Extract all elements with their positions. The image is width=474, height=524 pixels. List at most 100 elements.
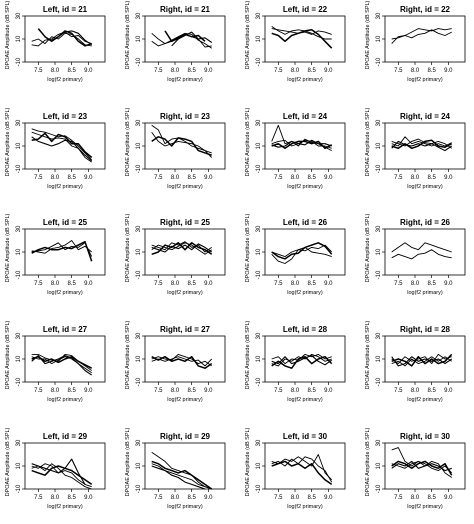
y-tick-label: 10 [136,35,142,42]
x-tick-label: 8.5 [307,68,316,74]
x-tick-label: 9.0 [324,388,333,394]
y-axis-label: DPOAE Amplitude (dB SPL) [365,213,371,282]
plot-frame [264,122,346,170]
y-tick-label: 30 [256,332,262,339]
panel-title: Right, id = 22 [400,5,451,14]
y-axis-label: DPOAE Amplitude (dB SPL) [5,427,11,496]
x-tick-label: 8.5 [307,388,316,394]
y-tick-label: 10 [16,35,22,42]
x-tick-label: 8.0 [411,388,420,394]
y-tick-label: -10 [376,377,382,386]
y-tick-label: 10 [256,462,262,469]
x-axis-label: log(f2 primary) [47,290,83,296]
x-tick-label: 8.0 [171,281,180,287]
y-tick-label: -10 [136,484,142,493]
y-tick-label: 10 [376,142,382,149]
series-line-2 [31,240,92,254]
y-tick-label: 30 [256,12,262,19]
y-tick-label: -10 [16,270,22,279]
y-tick-label: 30 [16,12,22,19]
plot-frame [264,15,346,63]
y-axis-label: DPOAE Amplitude (dB SPL) [125,320,131,389]
x-tick-label: 9.0 [444,388,453,394]
panel-title: Right, id = 23 [160,112,211,121]
y-tick-label: -10 [136,377,142,386]
x-tick-label: 9.0 [444,68,453,74]
series-line-2 [151,463,212,490]
x-tick-label: 7.5 [274,388,283,394]
y-tick-label: 10 [16,142,22,149]
x-tick-label: 8.5 [427,175,436,181]
y-axis-label: DPOAE Amplitude (dB SPL) [125,427,131,496]
plot-frame [24,122,106,170]
x-tick-label: 9.0 [204,388,213,394]
x-tick-label: 7.5 [34,68,43,74]
series-line-3 [271,29,333,49]
y-tick-label: -10 [256,270,262,279]
y-tick-label: 30 [376,12,382,19]
x-tick-label: 7.5 [34,175,43,181]
x-tick-label: 8.5 [427,281,436,287]
y-tick-label: 10 [16,462,22,469]
x-axis-label: log(f2 primary) [407,504,443,510]
series-line-4 [271,355,333,366]
plot-frame [264,228,346,276]
y-axis-label: DPOAE Amplitude (dB SPL) [245,213,251,282]
y-tick-label: 30 [376,225,382,232]
panel-title: Left, id = 21 [43,5,88,14]
panel-14: Right, id = 27 -10 10 30 7.5 8.0 8.5 9.0log(f2 … [125,320,226,403]
panel-title: Left, id = 24 [283,112,328,121]
x-tick-label: 8.0 [171,175,180,181]
x-tick-label: 9.0 [84,68,93,74]
panel-title: Right, id = 21 [160,5,211,14]
panel-title: Right, id = 26 [400,218,451,227]
y-tick-label: 30 [16,332,22,339]
x-tick-label: 8.0 [411,175,420,181]
y-tick-label: 10 [376,355,382,362]
x-tick-label: 9.0 [204,281,213,287]
series-line-2 [271,456,333,483]
y-tick-label: 30 [256,119,262,126]
x-tick-label: 8.0 [291,68,300,74]
y-axis-label: DPOAE Amplitude (dB SPL) [245,107,251,176]
x-tick-label: 9.0 [444,495,453,501]
y-tick-label: 30 [16,225,22,232]
series-line-3 [31,465,93,486]
y-tick-label: -10 [256,164,262,173]
x-axis-label: log(f2 primary) [407,290,443,296]
x-tick-label: 7.5 [154,388,163,394]
x-axis-label: log(f2 primary) [407,77,443,83]
panel-title: Right, id = 25 [160,218,211,227]
x-tick-label: 8.0 [51,495,60,501]
y-tick-label: 30 [376,332,382,339]
panel-12: Right, id = 26 -10 10 30 7.5 8.0 8.5 9.0log(f2 … [365,213,466,296]
series-line-3 [391,460,453,476]
series-line-4 [271,139,332,148]
series-line-2 [271,246,332,264]
y-tick-label: -10 [376,270,382,279]
x-tick-label: 8.5 [187,281,196,287]
x-tick-label: 9.0 [324,495,333,501]
x-axis-label: log(f2 primary) [287,77,323,83]
x-tick-label: 8.5 [187,388,196,394]
y-tick-label: 30 [136,439,142,446]
series-line-2 [391,28,452,40]
y-tick-label: -10 [256,484,262,493]
x-tick-label: 8.0 [51,68,60,74]
x-tick-label: 8.0 [171,68,180,74]
x-tick-label: 7.5 [154,68,163,74]
y-tick-label: 10 [136,248,142,255]
x-tick-label: 8.0 [171,388,180,394]
y-axis-label: DPOAE Amplitude (dB SPL) [365,427,371,496]
y-axis-label: DPOAE Amplitude (dB SPL) [365,320,371,389]
y-tick-label: -10 [16,484,22,493]
series-line-3 [37,28,92,47]
plot-frame [384,228,466,276]
panel-16: Right, id = 28 -10 10 30 7.5 8.0 8.5 9.0log(f2 … [365,320,466,403]
series-line-4 [31,355,93,376]
